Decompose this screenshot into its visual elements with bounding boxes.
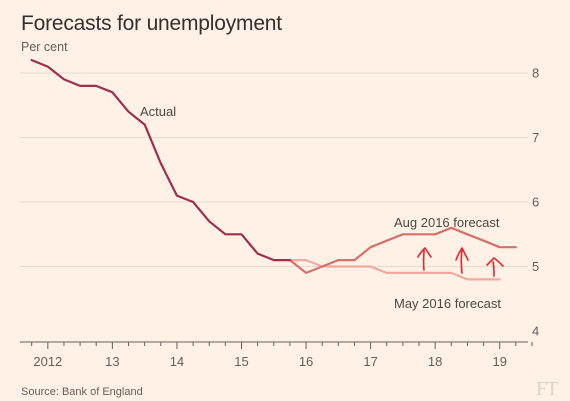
x-tick-label: 14	[170, 354, 184, 369]
y-tick-label: 8	[532, 66, 539, 81]
x-tick-label: 13	[105, 354, 119, 369]
y-tick-label: 6	[532, 195, 539, 210]
annotations: Actual Aug 2016 forecast May 2016 foreca…	[140, 104, 501, 311]
x-tick-label: 19	[492, 354, 506, 369]
hand-drawn-arrows	[417, 247, 504, 277]
x-tick-label: 17	[363, 354, 377, 369]
series-label-actual: Actual	[140, 104, 176, 119]
x-tick-label: 15	[234, 354, 248, 369]
series-label-may-2016-forecast: May 2016 forecast	[394, 296, 501, 311]
y-tick-label: 5	[532, 259, 539, 274]
x-tick-label: 18	[428, 354, 442, 369]
red-arrow-icon	[486, 257, 504, 277]
x-axis: 2012 13 14 15 16 17 18 19	[20, 341, 533, 369]
grid-lines	[20, 72, 528, 267]
series-lines	[30, 58, 518, 281]
chart-title: Forecasts for unemployment	[21, 12, 282, 35]
red-arrow-icon	[455, 247, 469, 274]
chart-subtitle: Per cent	[21, 40, 68, 54]
series-line-actual	[30, 58, 291, 262]
red-arrow-icon	[417, 247, 432, 271]
chart-source: Source: Bank of England	[21, 386, 143, 398]
series-line-aug-2016-forecast	[288, 226, 518, 274]
series-line-may-2016-forecast	[288, 259, 501, 281]
ft-logo: FT	[536, 378, 558, 400]
y-tick-label: 4	[532, 324, 539, 339]
x-tick-label: 16	[299, 354, 313, 369]
series-label-aug-2016-forecast: Aug 2016 forecast	[394, 215, 500, 230]
x-tick-label: 2012	[33, 354, 62, 369]
y-tick-label: 7	[532, 130, 539, 145]
y-axis-tick-labels: 4 5 6 7 8	[532, 66, 539, 339]
